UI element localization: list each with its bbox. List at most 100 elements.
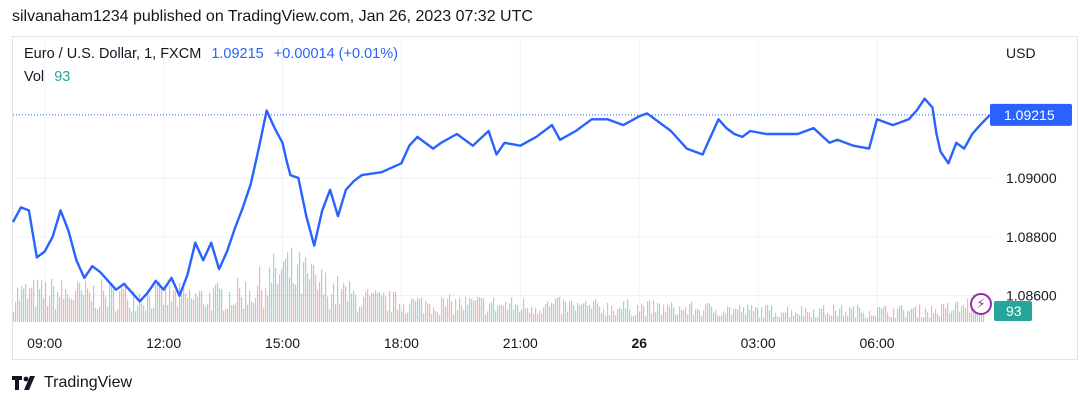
volume-bar (545, 304, 547, 322)
volume-bar (451, 301, 453, 322)
volume-bar (201, 291, 203, 322)
volume-bar (333, 283, 335, 322)
volume-bar (529, 312, 531, 322)
volume-bar (81, 290, 83, 322)
volume-bar (225, 309, 227, 322)
volume-bar (55, 309, 57, 322)
volume-bar (127, 299, 129, 322)
volume-tag-label: 93 (1006, 303, 1022, 319)
volume-bar (693, 315, 695, 322)
volume-bar (455, 299, 457, 322)
volume-bar (845, 311, 847, 322)
volume-bar (691, 301, 693, 322)
volume-bar (625, 308, 627, 322)
volume-bar (291, 247, 293, 322)
volume-bar (425, 300, 427, 322)
volume-bar (607, 302, 609, 322)
volume-bar (405, 313, 407, 322)
volume-bar (217, 282, 219, 322)
volume-bar (521, 309, 523, 322)
volume-bar (125, 282, 127, 322)
volume-bar (901, 304, 903, 322)
lightning-bolt-icon[interactable]: ⚡ (970, 293, 992, 315)
volume-bar (767, 304, 769, 322)
volume-bar (119, 291, 121, 322)
volume-bar (677, 314, 679, 322)
volume-bar (341, 288, 343, 322)
volume-bar (899, 305, 901, 322)
volume-bar (763, 317, 765, 322)
x-tick-label: 15:00 (265, 335, 300, 351)
volume-bar (647, 301, 649, 322)
volume-bar (25, 284, 27, 322)
volume-bar (815, 317, 817, 322)
volume-bar (147, 289, 149, 322)
volume-bar (473, 300, 475, 322)
volume-bar (389, 291, 391, 322)
volume-bar (909, 310, 911, 322)
volume-bar (57, 292, 59, 322)
volume-bar (215, 284, 217, 322)
volume-bar (873, 315, 875, 322)
volume-bar (437, 312, 439, 322)
volume-bar (789, 317, 791, 322)
volume-bar (877, 307, 879, 322)
volume-bar (297, 264, 299, 322)
tradingview-brand[interactable]: TradingView (12, 374, 132, 392)
volume-bar (603, 308, 605, 322)
volume-bar (827, 312, 829, 322)
volume-bar (641, 303, 643, 322)
price-chart[interactable]: USD 1.08600 1.08800 1.09000 1.09215 93 09:00 12… (0, 0, 1090, 360)
volume-bar (85, 280, 87, 322)
volume-bar (21, 286, 23, 322)
volume-bar (629, 309, 631, 322)
volume-bar (505, 301, 507, 322)
volume-bar (255, 298, 257, 322)
volume-bar (777, 316, 779, 322)
volume-bar (955, 302, 957, 322)
volume-bar (387, 311, 389, 322)
volume-bar (151, 308, 153, 322)
volume-bar (439, 315, 441, 322)
volume-bar (801, 305, 803, 322)
volume-bar (419, 299, 421, 322)
volume-bar (809, 312, 811, 322)
volume-label[interactable]: Vol (24, 69, 45, 85)
volume-bar (665, 312, 667, 322)
volume-bar (907, 311, 909, 322)
volume-bar (331, 294, 333, 322)
volume-bar (861, 312, 863, 322)
volume-bar (17, 287, 19, 322)
volume-bar (919, 304, 921, 322)
x-tick-label: 12:00 (146, 335, 181, 351)
currency-label: USD (1006, 45, 1036, 61)
volume-bar (265, 288, 267, 322)
volume-bar (741, 312, 743, 322)
volume-bar (337, 275, 339, 322)
volume-bar (675, 314, 677, 322)
volume-bar (267, 295, 269, 322)
volume-bar (339, 304, 341, 322)
y-tick-label: 1.08600 (1006, 288, 1057, 304)
volume-bar (759, 317, 761, 322)
volume-bar (859, 307, 861, 322)
volume-bar (109, 282, 111, 322)
volume-bar (635, 314, 637, 322)
symbol-name[interactable]: Euro / U.S. Dollar, 1, FXCM (24, 46, 202, 62)
volume-bar (539, 310, 541, 322)
volume-bar (867, 317, 869, 322)
volume-bar (35, 306, 37, 322)
volume-bar (385, 296, 387, 322)
volume-bar (199, 290, 201, 322)
volume-bar (19, 300, 21, 322)
volume-bar (457, 309, 459, 322)
price-series-line (11, 97, 991, 303)
volume-bar (447, 298, 449, 322)
volume-bar (103, 290, 105, 322)
volume-bar (73, 300, 75, 322)
volume-bar (535, 308, 537, 322)
volume-bar (685, 306, 687, 322)
volume-bar (307, 273, 309, 322)
volume-bar (401, 311, 403, 322)
volume-bar (365, 291, 367, 322)
